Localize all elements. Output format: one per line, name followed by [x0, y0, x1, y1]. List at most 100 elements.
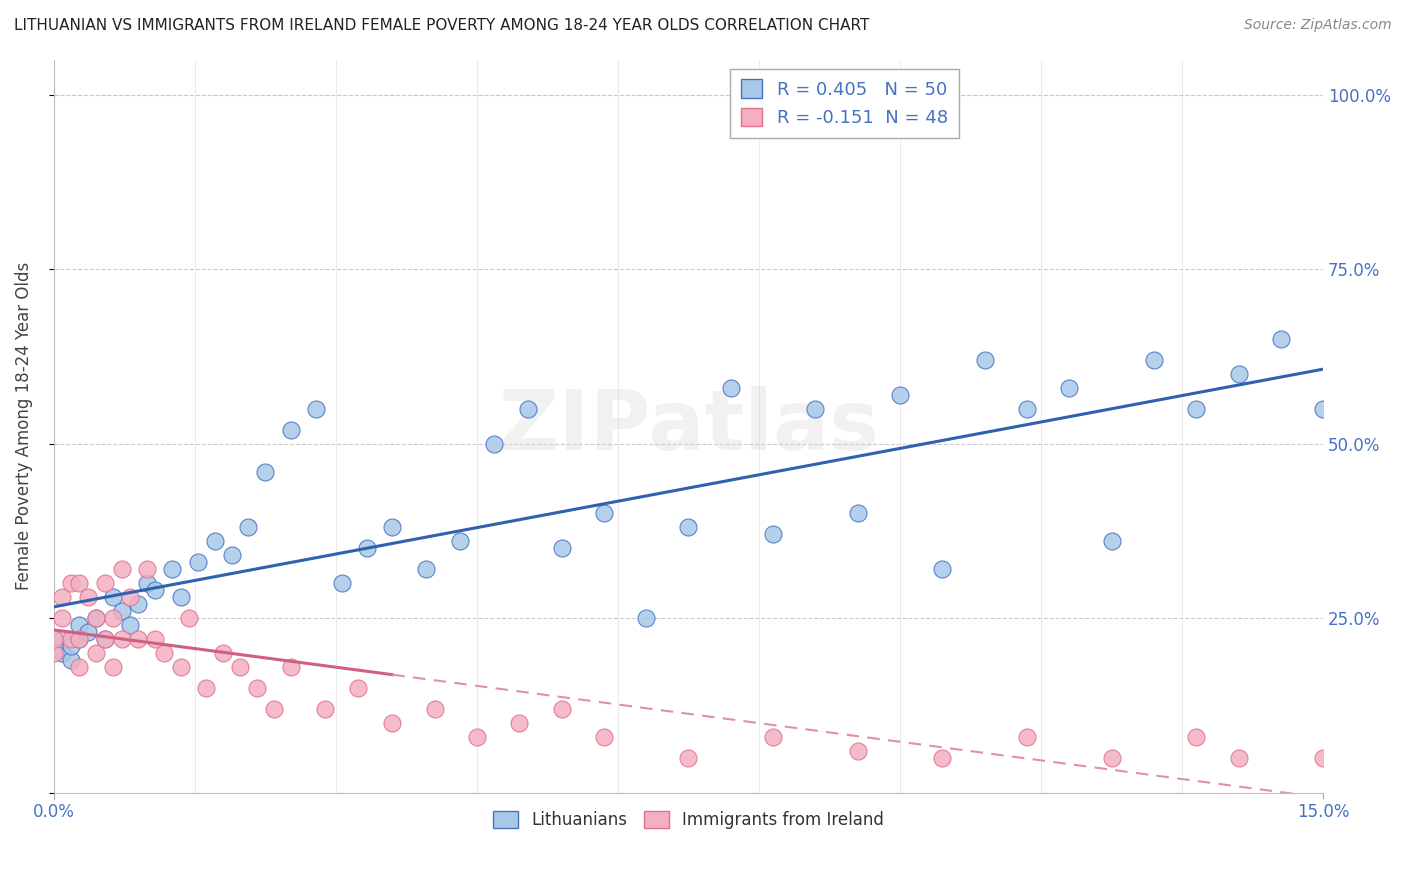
- Text: ZIPatlas: ZIPatlas: [498, 385, 879, 467]
- Point: [51, 646, 73, 660]
- Point: [118, 618, 141, 632]
- Point: [516, 401, 538, 416]
- Point: [59, 576, 82, 591]
- Point: [592, 730, 614, 744]
- Legend: Lithuanians, Immigrants from Ireland: Lithuanians, Immigrants from Ireland: [486, 804, 891, 836]
- Point: [187, 555, 209, 569]
- Point: [330, 576, 353, 591]
- Point: [804, 401, 827, 416]
- Point: [1312, 401, 1334, 416]
- Point: [76, 625, 98, 640]
- Point: [678, 750, 700, 764]
- Point: [280, 423, 302, 437]
- Point: [263, 702, 285, 716]
- Point: [1185, 401, 1208, 416]
- Point: [76, 590, 98, 604]
- Point: [678, 520, 700, 534]
- Point: [550, 702, 572, 716]
- Point: [101, 611, 124, 625]
- Point: [550, 541, 572, 556]
- Point: [347, 681, 370, 695]
- Point: [170, 590, 193, 604]
- Point: [1227, 750, 1250, 764]
- Point: [135, 576, 157, 591]
- Point: [42, 646, 65, 660]
- Point: [314, 702, 336, 716]
- Point: [482, 436, 505, 450]
- Point: [508, 715, 530, 730]
- Point: [84, 611, 107, 625]
- Point: [381, 715, 404, 730]
- Point: [254, 465, 277, 479]
- Y-axis label: Female Poverty Among 18-24 Year Olds: Female Poverty Among 18-24 Year Olds: [15, 262, 32, 591]
- Point: [846, 744, 869, 758]
- Point: [67, 660, 90, 674]
- Point: [51, 632, 73, 646]
- Point: [84, 646, 107, 660]
- Point: [1059, 381, 1081, 395]
- Point: [127, 632, 149, 646]
- Point: [170, 660, 193, 674]
- Point: [1015, 401, 1038, 416]
- Point: [246, 681, 269, 695]
- Point: [101, 660, 124, 674]
- Point: [51, 611, 73, 625]
- Point: [720, 381, 742, 395]
- Point: [229, 660, 252, 674]
- Point: [415, 562, 437, 576]
- Point: [1101, 750, 1123, 764]
- Point: [153, 646, 176, 660]
- Point: [93, 576, 115, 591]
- Point: [1143, 352, 1166, 367]
- Point: [101, 590, 124, 604]
- Point: [221, 549, 243, 563]
- Point: [846, 507, 869, 521]
- Point: [356, 541, 378, 556]
- Point: [59, 653, 82, 667]
- Point: [238, 520, 260, 534]
- Point: [889, 388, 911, 402]
- Point: [1270, 332, 1292, 346]
- Point: [67, 632, 90, 646]
- Point: [84, 611, 107, 625]
- Point: [423, 702, 446, 716]
- Point: [636, 611, 658, 625]
- Point: [135, 562, 157, 576]
- Point: [449, 534, 471, 549]
- Point: [67, 576, 90, 591]
- Point: [1227, 367, 1250, 381]
- Point: [162, 562, 184, 576]
- Point: [110, 632, 132, 646]
- Point: [1101, 534, 1123, 549]
- Point: [145, 583, 167, 598]
- Point: [1312, 750, 1334, 764]
- Text: LITHUANIAN VS IMMIGRANTS FROM IRELAND FEMALE POVERTY AMONG 18-24 YEAR OLDS CORRE: LITHUANIAN VS IMMIGRANTS FROM IRELAND FE…: [14, 18, 869, 33]
- Point: [59, 632, 82, 646]
- Point: [762, 527, 785, 541]
- Point: [931, 750, 953, 764]
- Point: [381, 520, 404, 534]
- Point: [280, 660, 302, 674]
- Point: [127, 597, 149, 611]
- Point: [93, 632, 115, 646]
- Point: [195, 681, 218, 695]
- Point: [1015, 730, 1038, 744]
- Point: [179, 611, 201, 625]
- Point: [93, 632, 115, 646]
- Point: [51, 590, 73, 604]
- Point: [212, 646, 235, 660]
- Point: [762, 730, 785, 744]
- Point: [592, 507, 614, 521]
- Point: [67, 632, 90, 646]
- Point: [465, 730, 488, 744]
- Point: [59, 639, 82, 653]
- Point: [42, 632, 65, 646]
- Point: [1185, 730, 1208, 744]
- Point: [305, 401, 328, 416]
- Point: [67, 618, 90, 632]
- Point: [931, 562, 953, 576]
- Text: Source: ZipAtlas.com: Source: ZipAtlas.com: [1244, 18, 1392, 32]
- Point: [110, 562, 132, 576]
- Point: [145, 632, 167, 646]
- Point: [118, 590, 141, 604]
